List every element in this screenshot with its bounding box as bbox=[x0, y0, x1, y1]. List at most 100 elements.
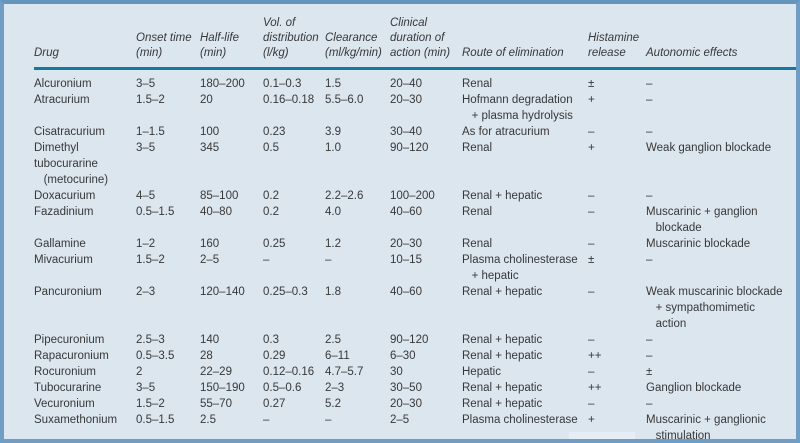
cell-vod: 0.29 bbox=[263, 350, 286, 362]
cell-histamine: – bbox=[588, 206, 595, 218]
cell-drug: Alcuronium bbox=[34, 78, 92, 90]
cell-histamine: + bbox=[588, 414, 595, 426]
table-body: Alcuronium 3–5 180–200 0.1–0.3 1.5 20–40 Renal… bbox=[34, 69, 796, 442]
cell-duration: 30 bbox=[390, 366, 403, 378]
column-header-autonomic: Autonomic effects bbox=[646, 8, 796, 70]
cell-half_life: 2–5 bbox=[200, 254, 220, 266]
cell-route: Renal + hepatic bbox=[462, 334, 543, 346]
cell-route: Renal bbox=[462, 206, 493, 218]
cell-histamine: ± bbox=[588, 78, 595, 90]
cell-route: Renal bbox=[462, 238, 493, 250]
cell-onset: 0.5–1.5 bbox=[136, 206, 175, 218]
cell-drug: Pancuronium bbox=[34, 286, 102, 298]
cell-histamine: – bbox=[588, 126, 595, 138]
cell-duration: 10–15 bbox=[390, 254, 422, 266]
cell-route: Renal bbox=[462, 78, 493, 90]
column-header-half-life: Half-life (min) bbox=[200, 8, 263, 70]
cell-vod: – bbox=[263, 254, 270, 266]
cell-onset: 1.5–2 bbox=[136, 94, 165, 106]
bottom-edge-tab bbox=[569, 432, 635, 439]
cell-histamine: – bbox=[588, 190, 595, 202]
cell-clearance: 4.7–5.7 bbox=[325, 366, 364, 378]
cell-clearance: 2–3 bbox=[325, 382, 345, 394]
cell-histamine: – bbox=[588, 398, 595, 410]
cell-duration: 90–120 bbox=[390, 334, 429, 346]
cell-autonomic: – bbox=[646, 350, 653, 362]
table-row: Mivacurium 1.5–2 2–5 – – 10–15 Plasma cholines… bbox=[34, 252, 796, 284]
column-header-clearance: Clearance (ml/kg/min) bbox=[325, 8, 390, 70]
cell-route: Renal bbox=[462, 142, 493, 154]
cell-vod: 0.3 bbox=[263, 334, 279, 346]
cell-autonomic: Muscarinic + ganglion blockade bbox=[646, 206, 758, 234]
cell-clearance: 1.8 bbox=[325, 286, 341, 298]
table-row: Rocuronium 2 22–29 0.12–0.16 4.7–5.7 30 Hepati… bbox=[34, 364, 796, 380]
cell-clearance: 5.2 bbox=[325, 398, 341, 410]
table-row: Atracurium 1.5–2 20 0.16–0.18 5.5–6.0 20–30 Ho… bbox=[34, 92, 796, 124]
table-row: Dimethyl tubocurarine (metocurine) 3–5 345… bbox=[34, 140, 796, 188]
cell-histamine: – bbox=[588, 334, 595, 346]
table-row: Fazadinium 0.5–1.5 40–80 0.2 4.0 40–60 Renal – M… bbox=[34, 204, 796, 236]
cell-duration: 20–40 bbox=[390, 78, 422, 90]
cell-route: Renal + hepatic bbox=[462, 350, 543, 362]
cell-autonomic: – bbox=[646, 254, 653, 266]
cell-half_life: 150–190 bbox=[200, 382, 245, 394]
cell-vod: 0.25 bbox=[263, 238, 286, 250]
cell-half_life: 100 bbox=[200, 126, 220, 138]
cell-duration: 30–50 bbox=[390, 382, 422, 394]
cell-half_life: 55–70 bbox=[200, 398, 232, 410]
cell-autonomic: – bbox=[646, 126, 653, 138]
cell-autonomic: – bbox=[646, 94, 653, 106]
cell-onset: 1.5–2 bbox=[136, 398, 165, 410]
cell-autonomic: – bbox=[646, 398, 653, 410]
column-header-route: Route of elimination bbox=[462, 8, 588, 70]
table-wrap: Drug Onset time (min) Half-life (min) Vo… bbox=[34, 8, 796, 442]
column-header-duration: Clinical duration of action (min) bbox=[390, 8, 462, 70]
cell-clearance: 6–11 bbox=[325, 350, 350, 362]
cell-drug: Pipecuronium bbox=[34, 334, 105, 346]
cell-clearance: 2.2–2.6 bbox=[325, 190, 364, 202]
cell-half_life: 2.5 bbox=[200, 414, 216, 426]
table-row: Rapacuronium 0.5–3.5 28 0.29 6–11 6–30 Renal +… bbox=[34, 348, 796, 364]
cell-vod: 0.2 bbox=[263, 206, 279, 218]
cell-vod: 0.5–0.6 bbox=[263, 382, 302, 394]
cell-half_life: 28 bbox=[200, 350, 213, 362]
cell-autonomic: – bbox=[646, 334, 653, 346]
cell-route: Renal + hepatic bbox=[462, 398, 543, 410]
cell-histamine: ++ bbox=[588, 350, 602, 362]
cell-clearance: 4.0 bbox=[325, 206, 341, 218]
cell-drug: Suxamethonium bbox=[34, 414, 118, 426]
cell-vod: 0.2 bbox=[263, 190, 279, 202]
cell-autonomic: ± bbox=[646, 366, 653, 378]
cell-clearance: 3.9 bbox=[325, 126, 341, 138]
cell-route: Plasma cholinesterase + hepatic bbox=[462, 254, 578, 282]
cell-half_life: 85–100 bbox=[200, 190, 239, 202]
cell-duration: 20–30 bbox=[390, 398, 422, 410]
cell-half_life: 120–140 bbox=[200, 286, 245, 298]
cell-histamine: – bbox=[588, 238, 595, 250]
cell-duration: 20–30 bbox=[390, 94, 422, 106]
cell-duration: 6–30 bbox=[390, 350, 416, 362]
cell-route: Renal + hepatic bbox=[462, 286, 543, 298]
drug-pharmacokinetics-table: Drug Onset time (min) Half-life (min) Vo… bbox=[34, 8, 796, 442]
cell-duration: 100–200 bbox=[390, 190, 435, 202]
table-row: Gallamine 1–2 160 0.25 1.2 20–30 Renal – Muscari… bbox=[34, 236, 796, 252]
cell-drug: Vecuronium bbox=[34, 398, 95, 410]
cell-drug: Atracurium bbox=[34, 94, 90, 106]
table-row: Doxacurium 4–5 85–100 0.2 2.2–2.6 100–200 Rena… bbox=[34, 188, 796, 204]
cell-autonomic: Ganglion blockade bbox=[646, 382, 742, 394]
cell-onset: 0.5–1.5 bbox=[136, 414, 175, 426]
cell-onset: 1–2 bbox=[136, 238, 156, 250]
table-row: Alcuronium 3–5 180–200 0.1–0.3 1.5 20–40 Renal… bbox=[34, 69, 796, 93]
cell-vod: 0.16–0.18 bbox=[263, 94, 315, 106]
cell-vod: 0.12–0.16 bbox=[263, 366, 315, 378]
cell-clearance: – bbox=[325, 414, 332, 426]
cell-route: Renal + hepatic bbox=[462, 190, 543, 202]
cell-half_life: 20 bbox=[200, 94, 213, 106]
table-row: Tubocurarine 3–5 150–190 0.5–0.6 2–3 30–50 Ren… bbox=[34, 380, 796, 396]
cell-onset: 4–5 bbox=[136, 190, 156, 202]
cell-half_life: 160 bbox=[200, 238, 220, 250]
cell-drug: Dimethyl tubocurarine (metocurine) bbox=[34, 142, 109, 186]
cell-clearance: 1.0 bbox=[325, 142, 341, 154]
cell-clearance: – bbox=[325, 254, 332, 266]
cell-autonomic: Muscarinic + ganglionic stimulation bbox=[646, 414, 766, 442]
